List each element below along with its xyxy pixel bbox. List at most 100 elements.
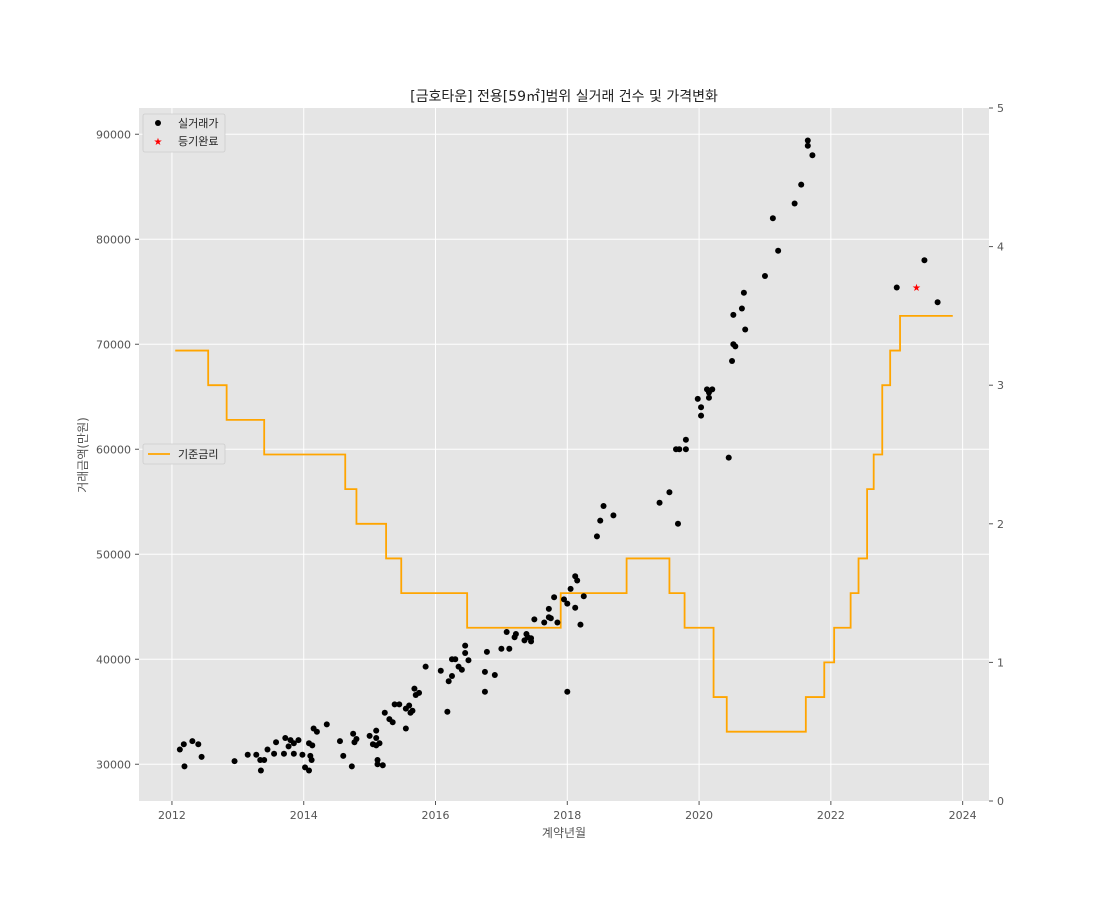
price-point bbox=[798, 181, 805, 188]
price-point bbox=[181, 763, 188, 770]
price-point bbox=[580, 593, 587, 600]
price-point bbox=[452, 656, 459, 663]
legend-price: 실거래가 ★ 등기완료 bbox=[142, 113, 226, 153]
price-point bbox=[462, 649, 469, 656]
price-point bbox=[738, 305, 745, 312]
price-point bbox=[180, 741, 187, 748]
price-point bbox=[742, 326, 749, 333]
x-tick-label: 2016 bbox=[422, 809, 450, 822]
price-point bbox=[666, 489, 673, 496]
price-point bbox=[309, 742, 316, 749]
y-axis-label: 거래금액(만원) bbox=[76, 417, 90, 493]
price-point bbox=[551, 594, 558, 601]
axes-layer: 2012 2014 2016 2018 2020 2022 2024300004000050… bbox=[96, 102, 1004, 822]
price-point bbox=[481, 668, 488, 675]
price-point bbox=[554, 619, 561, 626]
price-point bbox=[574, 577, 581, 584]
price-point bbox=[444, 708, 451, 715]
price-point bbox=[656, 499, 663, 506]
price-point bbox=[295, 737, 302, 744]
price-point bbox=[391, 701, 398, 708]
price-point bbox=[809, 152, 816, 159]
price-point bbox=[389, 719, 396, 726]
price-point bbox=[791, 200, 798, 207]
legend-label-rate: 기준금리 bbox=[178, 448, 218, 461]
y-tick-label: 50000 bbox=[96, 548, 131, 561]
price-point bbox=[694, 395, 701, 402]
price-point bbox=[422, 663, 429, 670]
price-point bbox=[732, 343, 739, 350]
price-point bbox=[705, 394, 712, 401]
price-point bbox=[597, 517, 604, 524]
price-point bbox=[373, 735, 380, 741]
price-point bbox=[336, 738, 343, 745]
price-point bbox=[775, 247, 782, 254]
y-tick-label: 80000 bbox=[96, 233, 131, 246]
y2-tick-label: 5 bbox=[997, 102, 1004, 115]
price-point bbox=[350, 730, 357, 737]
price-point bbox=[462, 642, 469, 649]
price-point bbox=[323, 721, 330, 728]
price-point bbox=[445, 678, 452, 685]
x-tick-label: 2018 bbox=[553, 809, 581, 822]
price-point bbox=[465, 657, 472, 664]
price-point bbox=[769, 215, 776, 222]
legend-label-price: 실거래가 bbox=[178, 117, 218, 130]
registered-point: ★ bbox=[912, 283, 921, 294]
price-point bbox=[366, 732, 373, 739]
price-point bbox=[402, 725, 409, 732]
price-point bbox=[610, 512, 617, 519]
grid bbox=[139, 108, 989, 801]
price-point bbox=[729, 358, 736, 365]
price-point bbox=[458, 666, 465, 673]
y2-tick-label: 0 bbox=[997, 795, 1004, 808]
rate-line-layer bbox=[175, 315, 953, 733]
price-point bbox=[373, 727, 380, 734]
y-tick-label: 60000 bbox=[96, 443, 131, 456]
legend-rate: 기준금리 bbox=[142, 443, 226, 465]
price-point bbox=[264, 746, 271, 753]
price-point bbox=[353, 736, 360, 743]
x-tick-label: 2012 bbox=[158, 809, 186, 822]
price-point bbox=[698, 412, 705, 419]
price-point bbox=[374, 757, 381, 764]
price-point bbox=[730, 311, 737, 318]
legend-rate-box bbox=[142, 443, 226, 465]
price-point bbox=[379, 762, 386, 769]
x-tick-label: 2022 bbox=[817, 809, 845, 822]
price-point bbox=[176, 746, 183, 753]
price-point bbox=[545, 605, 552, 612]
price-point bbox=[437, 667, 444, 674]
legend-marker-price bbox=[155, 120, 161, 126]
price-point bbox=[280, 750, 287, 757]
chart-title: [금호타운] 전용[59㎡]범위 실거래 건수 및 가격변화 bbox=[410, 89, 718, 105]
price-point bbox=[416, 689, 423, 696]
price-point bbox=[374, 761, 381, 768]
price-point bbox=[396, 701, 403, 708]
price-point bbox=[564, 688, 571, 695]
price-point bbox=[503, 628, 510, 635]
y-tick-label: 40000 bbox=[96, 653, 131, 666]
price-point bbox=[253, 751, 260, 758]
price-point bbox=[761, 273, 768, 279]
x-tick-label: 2020 bbox=[685, 809, 713, 822]
price-point bbox=[481, 688, 488, 695]
price-point bbox=[271, 750, 278, 757]
price-point bbox=[313, 728, 320, 735]
price-point bbox=[261, 757, 268, 764]
price-point bbox=[528, 635, 535, 642]
price-point bbox=[411, 685, 418, 692]
price-point bbox=[348, 763, 355, 770]
price-point bbox=[561, 596, 567, 603]
price-point bbox=[308, 757, 315, 764]
price-point bbox=[273, 739, 280, 746]
price-point bbox=[406, 702, 413, 709]
price-point bbox=[290, 750, 297, 757]
price-point bbox=[709, 386, 716, 393]
price-point bbox=[740, 289, 747, 296]
price-point bbox=[498, 645, 505, 652]
price-point bbox=[921, 257, 928, 264]
price-point bbox=[340, 752, 347, 759]
legend-price-box bbox=[142, 113, 226, 153]
